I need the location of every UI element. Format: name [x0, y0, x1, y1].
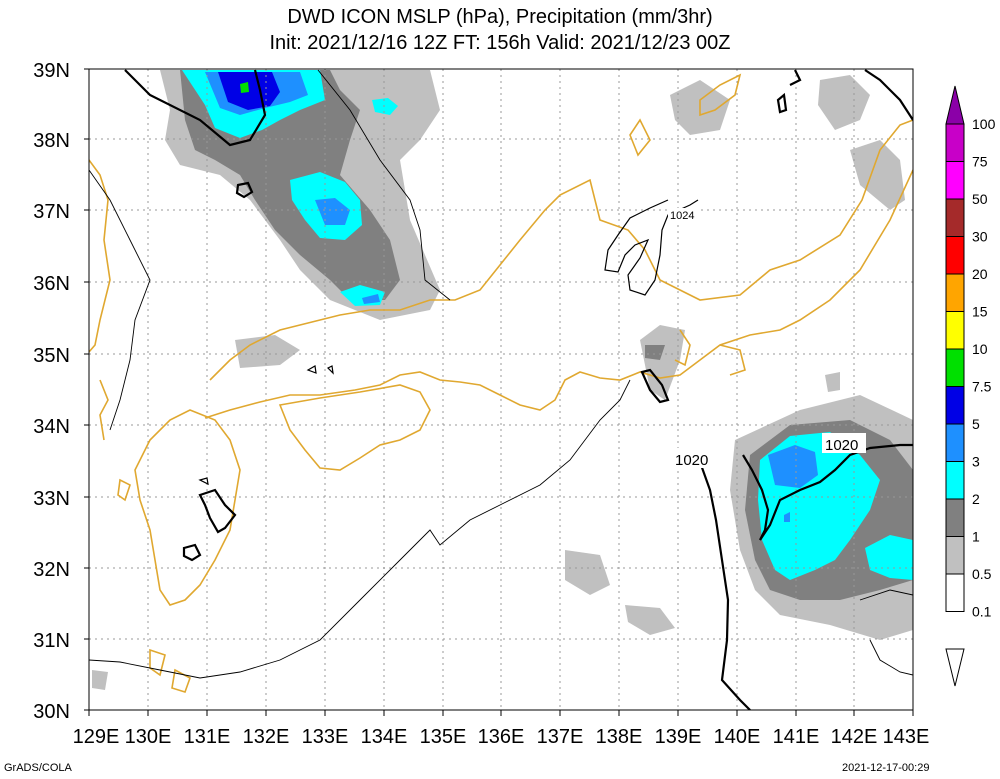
lon-label: 137E	[537, 726, 584, 748]
lat-label: 35N	[33, 345, 70, 367]
colorbar-label: 30	[972, 229, 988, 245]
lat-label: 34N	[33, 416, 70, 438]
map-subtitle: Init: 2021/12/16 12Z FT: 156h Valid: 202…	[269, 32, 731, 54]
colorbar-swatch	[945, 161, 965, 200]
map-gridlines	[89, 69, 913, 710]
colorbar-swatch	[945, 236, 965, 275]
longitude-labels: 129E 130E 131E 132E 133E 134E 135E 136E …	[73, 726, 930, 748]
colorbar-label: 2	[972, 491, 980, 507]
isobar-label-east-top: 1020	[825, 437, 858, 454]
colorbar-label: 50	[972, 191, 988, 207]
lat-label: 39N	[33, 60, 70, 82]
colorbar-swatch	[945, 311, 965, 350]
lon-label: 131E	[184, 726, 231, 748]
lon-label: 129E	[73, 726, 120, 748]
isobar-label-east-left: 1020	[675, 452, 708, 469]
colorbar-swatch	[945, 498, 965, 537]
colorbar-swatch	[945, 536, 965, 575]
lat-label: 33N	[33, 488, 70, 510]
lon-label: 138E	[596, 726, 643, 748]
lon-label: 135E	[420, 726, 467, 748]
lon-label: 140E	[714, 726, 761, 748]
colorbar-swatch	[945, 573, 965, 612]
colorbar-label: 20	[972, 266, 988, 282]
footer-right: 2021-12-17-00:29	[842, 762, 930, 774]
lon-label: 136E	[478, 726, 525, 748]
precip-darkblue-shading	[218, 72, 280, 110]
colorbar-label: 100	[972, 116, 996, 132]
longitude-ticks	[88, 710, 914, 716]
map-plot-area: 1020 1020 1024	[89, 69, 913, 710]
lon-label: 142E	[831, 726, 878, 748]
colorbar-swatch	[945, 348, 965, 387]
colorbar-label: 5	[972, 416, 980, 432]
colorbar-label: 7.5	[972, 379, 992, 395]
colorbar-swatch	[945, 461, 965, 500]
isobar-label-central: 1024	[670, 210, 694, 222]
lon-label: 134E	[361, 726, 408, 748]
isobar-labels: 1020 1020 1024	[668, 208, 866, 469]
other-boundaries	[89, 69, 913, 679]
colorbar: 100 75 50 30 20 15 10 7.5 5 3 2 1 0.5 0.1	[945, 85, 996, 687]
lat-label: 30N	[33, 701, 70, 723]
colorbar-label: 0.1	[972, 604, 992, 620]
map-title: DWD ICON MSLP (hPa), Precipitation (mm/3…	[287, 6, 713, 28]
colorbar-swatch	[945, 123, 965, 162]
precip-light-shading	[92, 70, 913, 690]
lon-label: 132E	[243, 726, 290, 748]
lat-label: 38N	[33, 130, 70, 152]
colorbar-label: 75	[972, 154, 988, 170]
colorbar-label: 3	[972, 454, 980, 470]
lon-label: 139E	[655, 726, 702, 748]
colorbar-label: 1	[972, 529, 980, 545]
colorbar-bottom-arrow	[945, 648, 965, 687]
footer-left: GrADS/COLA	[4, 762, 72, 774]
lon-label: 133E	[302, 726, 349, 748]
lon-label: 130E	[125, 726, 172, 748]
lat-label: 31N	[33, 630, 70, 652]
isobars-1024	[198, 199, 699, 486]
lon-label: 141E	[773, 726, 820, 748]
colorbar-label: 15	[972, 304, 988, 320]
precip-green-shading	[240, 82, 249, 93]
lat-label: 36N	[33, 273, 70, 295]
latitude-labels: 39N 38N 37N 36N 35N 34N 33N 32N 31N 30N	[33, 60, 70, 723]
lat-label: 37N	[33, 201, 70, 223]
colorbar-label: 0.5	[972, 566, 992, 582]
colorbar-label: 10	[972, 341, 988, 357]
latitude-ticks	[84, 68, 89, 711]
colorbar-swatch	[945, 273, 965, 312]
colorbar-top-arrow	[945, 85, 965, 125]
lon-label: 143E	[883, 726, 930, 748]
colorbar-swatch	[945, 198, 965, 237]
colorbar-swatch	[945, 386, 965, 425]
colorbar-swatch	[945, 423, 965, 462]
lat-label: 32N	[33, 559, 70, 581]
